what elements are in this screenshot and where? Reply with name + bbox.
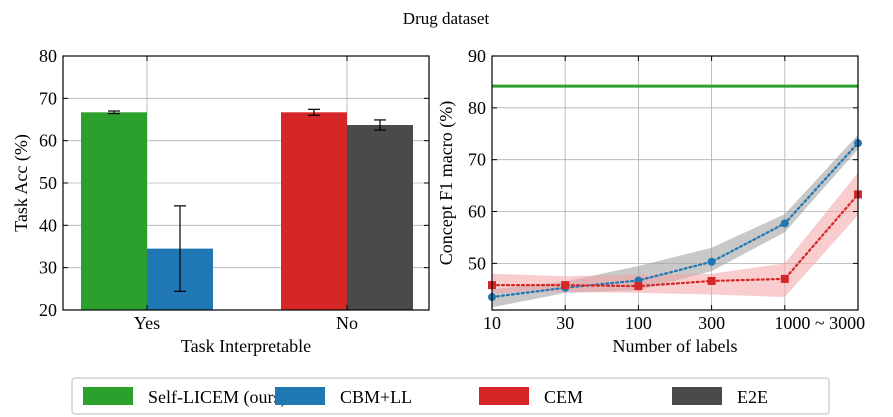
task-accuracy-bar-chart: 20 30 40 50 60 70 80 Yes No Task Interpretable T…: [11, 46, 430, 356]
legend-swatch-e2e: [672, 387, 722, 405]
right-confidence-bands: [492, 134, 858, 308]
right-y-axis-label: Concept F1 macro (%): [436, 101, 457, 265]
point-cem: [780, 274, 789, 283]
left-y-tick-label: 50: [39, 173, 57, 193]
left-y-tick-label: 60: [39, 131, 57, 151]
legend-label-cem: CEM: [544, 387, 583, 407]
legend: Self-LICEM (ours) CBM+LL CEM E2E: [71, 377, 830, 415]
left-y-tick-label: 20: [39, 300, 57, 320]
right-x-axis-label: Number of labels: [613, 336, 738, 356]
right-x-tick-label-30: 30: [556, 313, 574, 333]
bar-self-licem-ours: [81, 112, 147, 310]
left-plot-frame: [62, 55, 430, 311]
left-y-tick-label: 80: [39, 46, 57, 66]
point-cem: [707, 276, 716, 285]
right-x-tick-label-100: 100: [625, 313, 652, 333]
error-bar-cem: [308, 108, 320, 116]
left-x-tick-label-no: No: [336, 313, 358, 333]
left-y-tick-label: 30: [39, 258, 57, 278]
bar-e2e: [347, 125, 413, 311]
point-cbm-ll: [707, 257, 716, 266]
legend-label-self-licem-ours: Self-LICEM (ours): [148, 387, 286, 408]
error-bar-cbm-ll: [174, 205, 186, 292]
left-error-bars: [108, 108, 386, 292]
point-cem: [561, 281, 570, 290]
left-bars: [81, 112, 413, 311]
line-cbm-ll: [490, 141, 860, 299]
left-y-tick-label: 70: [39, 88, 57, 108]
left-x-tick-label-yes: Yes: [134, 313, 160, 333]
legend-items: Self-LICEM (ours) CBM+LL CEM E2E: [83, 387, 768, 408]
right-ticks: 50 60 70 80 90 10 30 100 300 1000 ~ 3000: [468, 46, 865, 333]
right-plot-frame: [491, 55, 859, 311]
figure-title: Drug dataset: [403, 9, 490, 28]
concept-f1-line-chart: 50 60 70 80 90 10 30 100 300 1000 ~ 3000 Number o…: [436, 46, 865, 356]
right-y-tick-label: 70: [468, 150, 486, 170]
right-y-tick-label: 80: [468, 98, 486, 118]
right-x-tick-label-10: 10: [483, 313, 501, 333]
right-y-tick-label: 60: [468, 202, 486, 222]
right-y-tick-label: 90: [468, 46, 486, 66]
right-series-lines: [490, 84, 860, 299]
band-cem: [492, 172, 858, 298]
point-cbm-ll: [780, 219, 789, 228]
left-y-axis-label: Task Acc (%): [11, 134, 32, 232]
right-y-tick-label: 50: [468, 253, 486, 273]
legend-label-e2e: E2E: [737, 387, 768, 407]
legend-swatch-cem: [479, 387, 529, 405]
right-x-tick-label-300: 300: [698, 313, 725, 333]
left-y-tick-label: 40: [39, 215, 57, 235]
line-cem: [490, 193, 860, 288]
error-bar-e2e: [374, 119, 386, 131]
legend-label-cbm-ll: CBM+LL: [340, 387, 412, 407]
legend-frame: [71, 377, 830, 415]
right-x-tick-label-1000-3000: 1000 ~ 3000: [774, 313, 865, 333]
error-bar-self-licem-ours: [108, 110, 120, 115]
legend-swatch-self-licem-ours: [83, 387, 133, 405]
bar-cem: [281, 112, 347, 310]
point-cem: [634, 282, 643, 291]
left-x-axis-label: Task Interpretable: [181, 336, 311, 356]
legend-swatch-cbm-ll: [275, 387, 325, 405]
